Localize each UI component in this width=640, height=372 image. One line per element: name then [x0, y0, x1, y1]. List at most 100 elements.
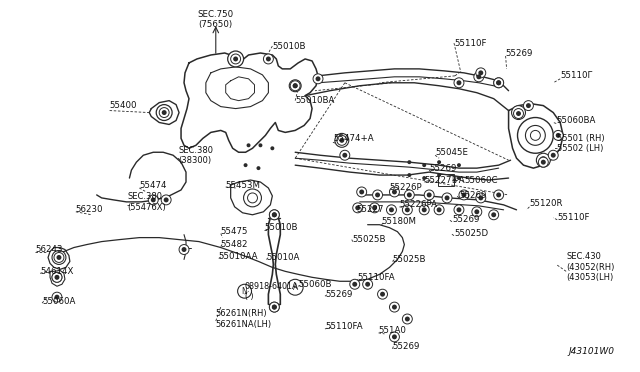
- Circle shape: [404, 190, 414, 200]
- Text: 55226PA: 55226PA: [399, 201, 437, 209]
- Circle shape: [233, 57, 238, 61]
- Circle shape: [437, 173, 441, 177]
- Text: 55060BA: 55060BA: [556, 116, 596, 125]
- Circle shape: [272, 305, 277, 310]
- Circle shape: [359, 189, 364, 195]
- Circle shape: [363, 279, 372, 289]
- Circle shape: [536, 153, 550, 167]
- Circle shape: [407, 192, 412, 198]
- Text: 55110Γ: 55110Γ: [560, 71, 593, 80]
- Text: 55110FA: 55110FA: [358, 273, 396, 282]
- Circle shape: [454, 78, 464, 88]
- Text: 55060A: 55060A: [42, 296, 76, 306]
- Circle shape: [52, 272, 62, 282]
- Circle shape: [459, 190, 469, 200]
- Circle shape: [387, 205, 396, 215]
- Circle shape: [390, 332, 399, 342]
- Circle shape: [272, 212, 277, 217]
- Circle shape: [270, 146, 275, 150]
- Circle shape: [457, 163, 461, 167]
- Text: B: B: [451, 176, 456, 185]
- Text: SEC.750
(75650): SEC.750 (75650): [198, 10, 234, 29]
- Text: N: N: [242, 287, 248, 296]
- Circle shape: [551, 153, 556, 158]
- Text: 08918-6401A
( ): 08918-6401A ( ): [244, 282, 298, 301]
- Circle shape: [493, 78, 504, 88]
- Text: A: A: [292, 283, 298, 292]
- Circle shape: [436, 207, 442, 212]
- Circle shape: [156, 105, 172, 121]
- Text: 55010AA: 55010AA: [219, 252, 259, 261]
- Circle shape: [272, 212, 277, 217]
- Circle shape: [437, 160, 441, 164]
- Text: 56261N(RH)
56261NA(LH): 56261N(RH) 56261NA(LH): [216, 309, 272, 329]
- Circle shape: [269, 210, 279, 220]
- Circle shape: [292, 83, 298, 88]
- Circle shape: [454, 205, 464, 215]
- Text: J43101W0: J43101W0: [568, 347, 614, 356]
- Text: 55010B: 55010B: [264, 223, 298, 232]
- Text: 55269: 55269: [506, 48, 533, 58]
- Text: 55010A: 55010A: [266, 253, 300, 262]
- Text: 55060C: 55060C: [464, 176, 497, 185]
- Text: 55269: 55269: [459, 192, 486, 201]
- Circle shape: [339, 138, 344, 143]
- Circle shape: [246, 143, 250, 147]
- Text: 55025B: 55025B: [353, 235, 387, 244]
- Circle shape: [179, 244, 189, 254]
- Text: SEC.380
(55476X): SEC.380 (55476X): [127, 192, 166, 212]
- Circle shape: [390, 187, 399, 197]
- Text: 54614X: 54614X: [40, 267, 74, 276]
- Text: 551A0: 551A0: [378, 326, 406, 336]
- Circle shape: [316, 76, 321, 81]
- Text: 55474: 55474: [140, 182, 167, 190]
- Circle shape: [259, 143, 262, 147]
- Text: 55010BA: 55010BA: [295, 96, 335, 105]
- Circle shape: [52, 272, 62, 282]
- Text: 55045E: 55045E: [435, 148, 468, 157]
- Circle shape: [541, 160, 546, 165]
- Circle shape: [342, 153, 348, 158]
- Circle shape: [476, 68, 486, 78]
- Circle shape: [456, 207, 461, 212]
- Circle shape: [548, 150, 558, 160]
- Text: 55400: 55400: [109, 101, 137, 110]
- Circle shape: [257, 166, 260, 170]
- Text: 55269: 55269: [429, 164, 456, 173]
- Circle shape: [356, 187, 367, 197]
- Circle shape: [403, 205, 412, 215]
- Circle shape: [372, 205, 377, 210]
- Text: 55110FA: 55110FA: [325, 323, 363, 331]
- Circle shape: [392, 189, 397, 195]
- Circle shape: [370, 203, 380, 213]
- Circle shape: [148, 195, 158, 205]
- Circle shape: [461, 192, 467, 198]
- Circle shape: [511, 106, 525, 119]
- Circle shape: [489, 210, 499, 220]
- Circle shape: [474, 209, 479, 214]
- Circle shape: [290, 81, 300, 91]
- Circle shape: [472, 207, 482, 217]
- Text: 55474+A: 55474+A: [333, 134, 374, 143]
- Circle shape: [422, 176, 426, 180]
- Circle shape: [496, 80, 501, 85]
- Circle shape: [161, 195, 171, 205]
- Circle shape: [442, 193, 452, 203]
- Text: 55269: 55269: [392, 342, 420, 351]
- Circle shape: [182, 247, 186, 252]
- Circle shape: [313, 74, 323, 84]
- Circle shape: [516, 111, 521, 116]
- Circle shape: [272, 305, 277, 310]
- Circle shape: [378, 289, 387, 299]
- Circle shape: [350, 279, 360, 289]
- Circle shape: [372, 190, 383, 200]
- Circle shape: [244, 189, 262, 207]
- Circle shape: [553, 131, 563, 140]
- Circle shape: [476, 74, 481, 79]
- Circle shape: [496, 80, 501, 85]
- Circle shape: [407, 160, 412, 164]
- Circle shape: [269, 210, 279, 220]
- Text: 55482: 55482: [221, 240, 248, 249]
- Circle shape: [269, 302, 279, 312]
- Circle shape: [474, 72, 484, 82]
